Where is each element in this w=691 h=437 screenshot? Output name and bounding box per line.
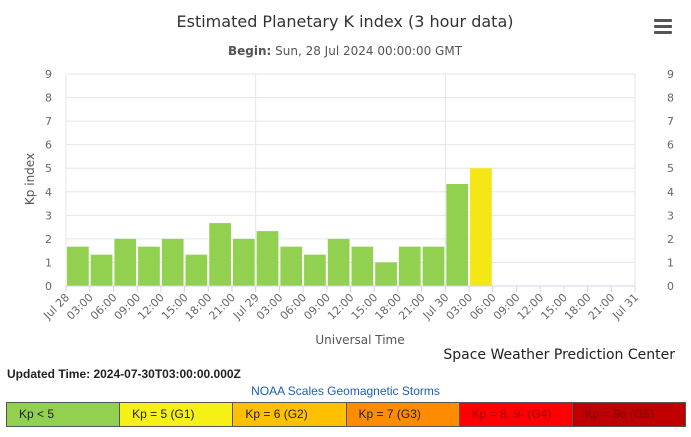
y-tick-label-left: 5 bbox=[45, 162, 52, 175]
bar[interactable] bbox=[114, 238, 137, 286]
bar[interactable] bbox=[138, 246, 160, 286]
legend-cell: Kp = 6 (G2) bbox=[233, 403, 347, 426]
bar[interactable] bbox=[351, 246, 374, 286]
y-tick-label-right: 0 bbox=[667, 280, 674, 293]
grid-lines bbox=[65, 73, 636, 287]
legend-cell: Kp = 9o (G5) bbox=[572, 403, 686, 426]
y-tick-label-left: 1 bbox=[45, 256, 52, 269]
bar[interactable] bbox=[209, 223, 231, 286]
x-axis-title: Universal Time bbox=[315, 333, 404, 347]
y-tick-label-right: 1 bbox=[667, 256, 674, 269]
bar[interactable] bbox=[161, 238, 184, 286]
x-tick-label: 21:00 bbox=[396, 291, 428, 323]
x-tick-label: 21:00 bbox=[206, 291, 238, 323]
x-tick-label: 21:00 bbox=[586, 291, 618, 323]
bar[interactable] bbox=[280, 246, 303, 286]
y-tick-label-right: 5 bbox=[667, 162, 674, 175]
credit-text: Space Weather Prediction Center bbox=[443, 347, 675, 363]
y-tick-label-right: 9 bbox=[667, 68, 674, 81]
y-tick-label-right: 4 bbox=[667, 186, 674, 199]
legend-cell: Kp = 7 (G3) bbox=[346, 403, 460, 426]
bar[interactable] bbox=[422, 246, 445, 286]
y-axis-left: 0 1 2 3 4 5 6 7 8 9 bbox=[45, 68, 52, 293]
chart-title: Estimated Planetary K index (3 hour data… bbox=[177, 12, 514, 31]
bar[interactable] bbox=[256, 231, 279, 286]
y-tick-label-left: 0 bbox=[45, 280, 52, 293]
bar[interactable] bbox=[304, 254, 326, 286]
bar[interactable] bbox=[232, 238, 255, 286]
y-tick-label-right: 2 bbox=[667, 233, 674, 246]
subtitle-value: Sun, 28 Jul 2024 00:00:00 GMT bbox=[275, 44, 463, 58]
bar[interactable] bbox=[375, 262, 397, 286]
storm-scale-legend: Kp < 5 Kp = 5 (G1) Kp = 6 (G2) Kp = 7 (G3) K… bbox=[6, 402, 686, 427]
y-tick-label-left: 7 bbox=[45, 115, 52, 128]
y-tick-label-right: 3 bbox=[667, 209, 674, 222]
legend-cell: Kp = 5 (G1) bbox=[120, 403, 234, 426]
y-tick-label-right: 7 bbox=[667, 115, 674, 128]
x-axis: Jul 2803:0006:0009:0012:0015:0018:0021:0… bbox=[40, 285, 641, 323]
bar[interactable] bbox=[470, 168, 492, 286]
bars bbox=[67, 168, 492, 286]
bar[interactable] bbox=[446, 184, 469, 286]
y-axis-title: Kp index bbox=[23, 153, 37, 205]
noaa-scales-link[interactable]: NOAA Scales Geomagnetic Storms bbox=[251, 384, 440, 398]
y-tick-label-left: 6 bbox=[45, 139, 52, 152]
y-tick-label-right: 8 bbox=[667, 92, 674, 105]
bar[interactable] bbox=[90, 254, 113, 286]
y-axis-right: 0 1 2 3 4 5 6 7 8 9 bbox=[667, 68, 674, 293]
chart-subtitle: Begin: Sun, 28 Jul 2024 00:00:00 GMT bbox=[228, 44, 463, 58]
bar[interactable] bbox=[398, 246, 421, 286]
y-tick-label-right: 6 bbox=[667, 139, 674, 152]
y-tick-label-left: 3 bbox=[45, 209, 52, 222]
bar[interactable] bbox=[327, 238, 350, 286]
y-tick-label-left: 4 bbox=[45, 186, 52, 199]
y-tick-label-left: 8 bbox=[45, 92, 52, 105]
y-tick-label-left: 2 bbox=[45, 233, 52, 246]
x-tick-label: Jul 31 bbox=[609, 291, 641, 323]
hamburger-menu-icon[interactable] bbox=[652, 16, 674, 38]
bar[interactable] bbox=[185, 254, 208, 286]
legend-cell: Kp = 8, 9- (G4) bbox=[459, 403, 573, 426]
y-tick-label-left: 9 bbox=[45, 68, 52, 81]
legend-cell: Kp < 5 bbox=[7, 403, 121, 426]
subtitle-label: Begin: bbox=[228, 44, 271, 58]
updated-time: Updated Time: 2024-07-30T03:00:00.000Z bbox=[7, 367, 241, 381]
kp-chart: Estimated Planetary K index (3 hour data… bbox=[23, 12, 675, 363]
bar[interactable] bbox=[67, 246, 89, 286]
